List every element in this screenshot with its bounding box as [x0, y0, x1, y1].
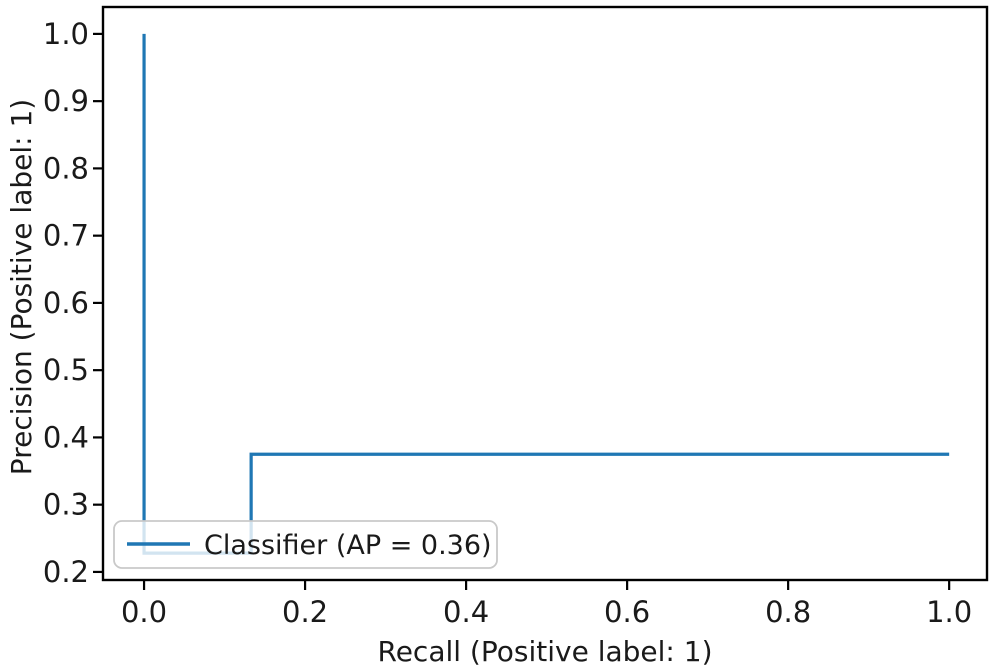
legend: Classifier (AP = 0.36) [113, 520, 498, 569]
pr-curve-line [142, 33, 950, 555]
x-tick-label: 0.4 [443, 595, 489, 629]
x-tick-label: 0.6 [604, 595, 650, 629]
x-tick-label: 0.8 [765, 595, 811, 629]
legend-label: Classifier (AP = 0.36) [204, 530, 492, 561]
y-tick-label: 0.9 [43, 84, 89, 118]
legend-box [113, 520, 498, 569]
plot-frame [101, 5, 989, 582]
y-axis-title: Precision (Positive label: 1) [5, 99, 38, 475]
y-tick-label: 0.7 [43, 219, 89, 253]
y-tick-label: 1.0 [43, 17, 89, 51]
x-tick-label: 0.2 [282, 595, 328, 629]
x-tick-label: 1.0 [926, 595, 972, 629]
y-tick-label: 0.5 [43, 353, 89, 387]
y-tick-label: 0.4 [43, 420, 89, 454]
y-axis-ticks: 0.2 0.3 0.4 0.5 0.6 0.7 0.8 0.9 1.0 [43, 17, 103, 589]
x-axis-ticks: 0.0 0.2 0.4 0.6 0.8 1.0 [121, 580, 972, 629]
x-axis-title: Recall (Positive label: 1) [378, 635, 713, 668]
y-tick-label: 0.2 [43, 555, 89, 589]
y-tick-label: 0.8 [43, 151, 89, 185]
x-tick-label: 0.0 [121, 595, 167, 629]
series-group [142, 33, 950, 555]
y-tick-label: 0.6 [43, 286, 89, 320]
y-tick-label: 0.3 [43, 488, 89, 522]
